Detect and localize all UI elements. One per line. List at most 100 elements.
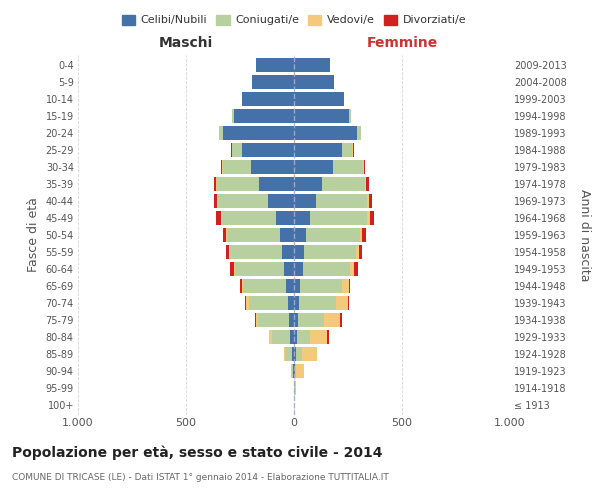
Bar [294, 76, 334, 89]
Bar [294, 381, 295, 394]
Bar [294, 76, 334, 89]
Bar [294, 144, 354, 157]
Bar [294, 92, 344, 106]
Bar [256, 58, 294, 72]
Bar [294, 330, 297, 344]
Bar [294, 58, 329, 72]
Bar [284, 347, 294, 360]
Bar [294, 364, 304, 378]
Bar [294, 364, 304, 378]
Bar [294, 279, 350, 292]
Bar [294, 126, 356, 140]
Bar [294, 228, 362, 242]
Bar [294, 279, 349, 292]
Bar [292, 364, 294, 378]
Bar [232, 144, 294, 157]
Legend: Celibi/Nubili, Coniugati/e, Vedovi/e, Divorziati/e: Celibi/Nubili, Coniugati/e, Vedovi/e, Di… [118, 10, 470, 30]
Bar [292, 347, 294, 360]
Bar [294, 313, 324, 326]
Bar [294, 76, 334, 89]
Text: Popolazione per età, sesso e stato civile - 2014: Popolazione per età, sesso e stato civil… [12, 445, 383, 460]
Bar [294, 178, 367, 191]
Bar [284, 262, 294, 276]
Bar [294, 313, 340, 326]
Bar [294, 144, 341, 157]
Bar [294, 330, 310, 344]
Bar [214, 194, 294, 208]
Bar [242, 92, 294, 106]
Bar [242, 92, 294, 106]
Bar [294, 245, 362, 259]
Bar [217, 194, 294, 208]
Bar [294, 178, 365, 191]
Bar [223, 126, 294, 140]
Bar [294, 126, 361, 140]
Bar [294, 194, 316, 208]
Bar [294, 296, 336, 310]
Bar [243, 279, 294, 292]
Bar [275, 211, 294, 225]
Bar [248, 296, 294, 310]
Bar [294, 76, 334, 89]
Bar [294, 347, 302, 360]
Bar [226, 245, 294, 259]
Text: COMUNE DI TRICASE (LE) - Dati ISTAT 1° gennaio 2014 - Elaborazione TUTTITALIA.IT: COMUNE DI TRICASE (LE) - Dati ISTAT 1° g… [12, 472, 389, 482]
Bar [282, 245, 294, 259]
Bar [242, 144, 294, 157]
Bar [294, 110, 351, 123]
Bar [220, 126, 294, 140]
Bar [223, 160, 294, 174]
Bar [294, 262, 355, 276]
Bar [272, 330, 294, 344]
Bar [252, 76, 294, 89]
Bar [222, 160, 294, 174]
Bar [293, 364, 294, 378]
Bar [232, 110, 294, 123]
Bar [221, 160, 294, 174]
Bar [259, 313, 294, 326]
Bar [294, 245, 356, 259]
Bar [233, 110, 294, 123]
Bar [252, 76, 294, 89]
Bar [294, 178, 369, 191]
Bar [221, 211, 294, 225]
Y-axis label: Fasce di età: Fasce di età [27, 198, 40, 272]
Bar [255, 313, 294, 326]
Bar [294, 211, 310, 225]
Bar [294, 262, 350, 276]
Bar [294, 347, 317, 360]
Bar [239, 279, 294, 292]
Bar [294, 58, 329, 72]
Bar [287, 296, 294, 310]
Bar [294, 92, 344, 106]
Bar [294, 381, 296, 394]
Bar [216, 178, 294, 191]
Bar [294, 296, 299, 310]
Bar [220, 126, 294, 140]
Bar [294, 194, 367, 208]
Bar [294, 194, 368, 208]
Bar [294, 92, 344, 106]
Bar [294, 313, 298, 326]
Bar [284, 347, 294, 360]
Bar [227, 228, 294, 242]
Bar [223, 228, 294, 242]
Bar [294, 364, 295, 378]
Bar [294, 330, 328, 344]
Bar [289, 313, 294, 326]
Bar [268, 194, 294, 208]
Bar [290, 330, 294, 344]
Bar [217, 178, 294, 191]
Bar [294, 381, 296, 394]
Bar [294, 211, 370, 225]
Bar [269, 330, 294, 344]
Bar [294, 228, 366, 242]
Text: Femmine: Femmine [367, 36, 437, 50]
Bar [292, 364, 294, 378]
Bar [245, 296, 294, 310]
Bar [252, 76, 294, 89]
Bar [280, 228, 294, 242]
Bar [230, 245, 294, 259]
Bar [218, 194, 294, 208]
Bar [294, 92, 344, 106]
